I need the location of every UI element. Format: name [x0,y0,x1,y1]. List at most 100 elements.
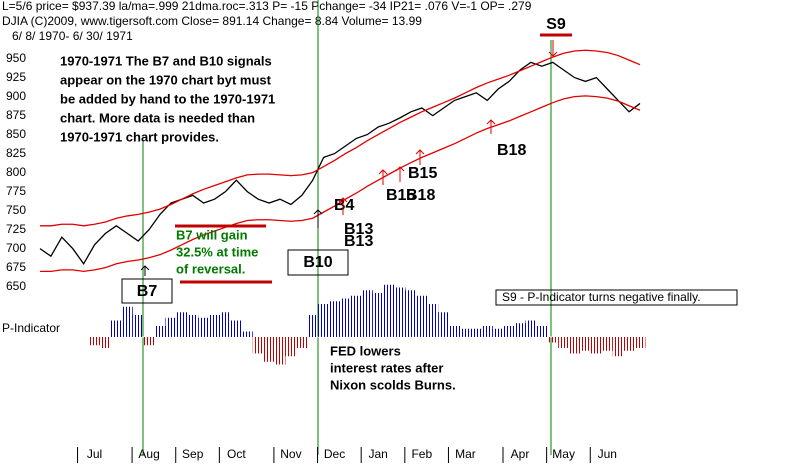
p-bar [252,337,264,354]
arrow [415,149,425,165]
signal-label: B10 [303,254,332,271]
p-bar [318,304,330,337]
p-bar [449,326,460,337]
p-bar [481,326,493,337]
p-bar [503,326,515,337]
p-bar [220,312,231,337]
signal-label: B7 [137,283,158,300]
y-tick-label: 675 [6,260,26,274]
x-tick-label: Jun [598,447,617,461]
p-bar [361,290,373,337]
p-bar [241,331,253,337]
p-bar [340,298,351,337]
p-bar [569,337,580,354]
y-tick-label: 650 [6,279,26,293]
panel-title: P-Indicator [2,321,60,335]
p-bar [176,312,188,337]
arrow [395,166,405,182]
p-indicator-panel [89,284,646,365]
x-tick-label: Apr [511,447,530,461]
x-tick-label: Mar [455,447,476,461]
p-bar [274,337,286,365]
y-tick-label: 925 [6,70,26,84]
p-bar [623,337,635,351]
signal-label: B18 [497,142,526,159]
p-bar [296,337,308,348]
p-bar [121,306,133,337]
p-bar [525,320,537,337]
x-tick-label: Aug [138,447,159,461]
p-bar [100,337,111,348]
p-bar [187,315,199,337]
arrow [486,119,496,134]
note: be added by hand to the 1970-1971 [60,91,275,106]
p-bar [89,337,100,346]
p-bar [460,328,471,337]
p-bar [132,315,144,337]
p-bar [601,337,613,351]
p-bar [612,337,624,357]
x-tick-label: May [552,447,575,461]
p-bar [580,337,591,351]
signal-label: S9 [546,16,566,33]
arrow [378,169,388,185]
p-bar [514,323,526,337]
signal-label: B15 [386,187,415,204]
p-bar [154,326,166,337]
fed-note: Nixon scolds Burns. [330,377,456,392]
signal-box [121,278,173,304]
y-tick-label: 950 [6,51,26,65]
price-panel: 650 675 700 725 750 775 800 825 850 875 900 925 950 J… [6,49,641,463]
p-bar [438,312,450,337]
signal-label: B15 [408,165,437,182]
x-tick-label: Dec [324,447,345,461]
p-bar [230,320,242,337]
y-tick-label: 725 [6,222,26,236]
p-bar [558,337,570,348]
s9-note: S9 - P-Indicator turns negative finally. [502,290,701,304]
note: appear on the 1970 chart byt must [60,72,272,87]
x-tick-label: Feb [411,447,432,461]
x-tick-label: Oct [227,447,246,461]
y-tick-label: 850 [6,127,26,141]
p-bar [547,337,559,343]
arrow [548,40,558,57]
signal-box [287,249,349,276]
p-bar [536,326,548,337]
header-line: DJIA (C)2009, www.tigersoft.com Close= 8… [2,14,422,28]
header-line: L=5/6 price= $937.39 la/ma=.999 21dma.ro… [2,0,532,13]
note: 1970-1971 chart provides. [60,129,219,144]
p-bar [427,304,439,337]
b7-note: of reversal. [176,261,245,276]
y-tick-label: 750 [6,203,26,217]
y-tick-label: 700 [6,241,26,255]
p-bar [307,315,319,337]
fed-note: interest rates after [330,360,443,375]
note-box [495,289,738,306]
price-line [39,61,641,265]
price-line [40,49,641,227]
signal-label: B13 [344,233,373,250]
p-bar [143,337,155,346]
p-bar [590,337,602,354]
p-bar [416,295,428,337]
y-tick-label: 875 [6,108,26,122]
p-bar [394,287,406,337]
p-bar [372,293,384,337]
p-bar [492,328,504,337]
p-bar [470,328,482,337]
note: chart. More data is needed than [60,110,255,125]
y-tick-label: 900 [6,89,26,103]
x-tick-label: Nov [280,447,301,461]
x-tick-label: Sep [182,447,204,461]
p-bar [209,315,220,337]
x-tick-label: Jul [87,447,102,461]
y-tick-label: 775 [6,184,26,198]
signal-label: B13 [344,221,373,238]
p-bar [165,317,177,337]
p-bar [634,337,646,348]
b7-note: 32.5% at time [176,244,258,259]
p-bar [329,301,340,337]
arrow [338,197,348,215]
p-bar [285,337,297,357]
